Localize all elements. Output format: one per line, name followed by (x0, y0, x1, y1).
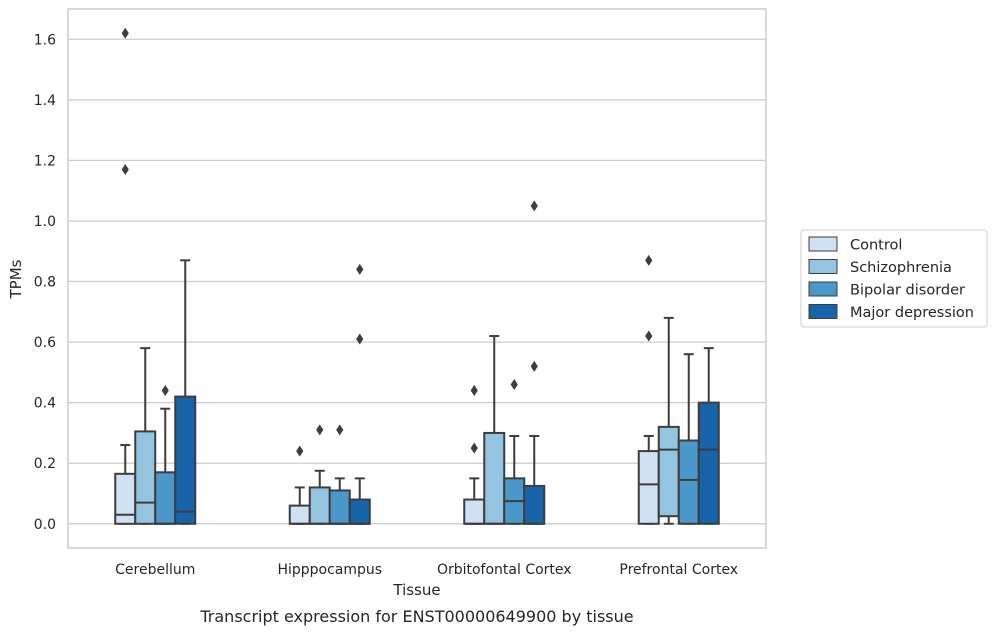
legend: Control Schizophrenia Bipolar disorder Majo… (800, 229, 988, 328)
x-tick-label: Cerebellum (115, 562, 195, 578)
series-control (114, 27, 660, 525)
box (328, 424, 351, 525)
y-tick-label: 1.0 (34, 214, 56, 230)
y-tick-label: 0.6 (34, 335, 56, 351)
outlier-point (645, 254, 653, 266)
legend-frame (800, 229, 988, 328)
box (288, 445, 311, 525)
box (523, 200, 546, 525)
box-body (134, 430, 157, 525)
box (697, 347, 720, 525)
legend-label: Schizophrenia (850, 260, 952, 276)
x-tick-label: Prefrontal Cortex (619, 562, 738, 578)
outlier-point (356, 333, 364, 345)
box-body (174, 395, 197, 525)
box-body (697, 401, 720, 525)
outlier-point (161, 385, 169, 397)
box (174, 259, 197, 525)
y-tick-label: 1.2 (34, 153, 56, 169)
x-axis-label: Tissue (392, 581, 440, 599)
box (308, 424, 331, 525)
box (463, 385, 486, 525)
outlier-point (316, 424, 324, 436)
y-axis-ticks: 0.0 0.2 0.4 0.6 0.8 1.0 1.2 1.4 1.6 (34, 32, 56, 532)
box (154, 385, 177, 525)
box-body (657, 425, 680, 518)
series-major-depression (174, 200, 720, 525)
box (657, 316, 680, 525)
outlier-point (296, 445, 304, 457)
x-axis-ticks: Cerebellum Hipppocampus Orbitofontal Corte… (115, 562, 738, 578)
box (348, 263, 371, 525)
outlier-point (336, 424, 344, 436)
outlier-point (510, 378, 518, 390)
outlier-point (645, 330, 653, 342)
box-body (114, 472, 137, 525)
box (134, 347, 157, 525)
y-tick-label: 0.2 (34, 456, 56, 472)
outlier-point (470, 385, 478, 397)
box-body (523, 484, 546, 525)
box-body (483, 431, 506, 525)
x-tick-label: Hipppocampus (277, 562, 382, 578)
box (114, 27, 137, 525)
box (483, 335, 506, 525)
legend-label: Major depression (850, 305, 974, 321)
outlier-point (470, 442, 478, 454)
box-body (154, 471, 177, 525)
box-body (308, 486, 331, 525)
outlier-point (356, 263, 364, 275)
outlier-point (530, 360, 538, 372)
legend-label: Bipolar disorder (850, 283, 965, 299)
series-schizophrenia (134, 316, 680, 525)
box (637, 254, 660, 525)
box-body (348, 498, 371, 525)
legend-swatch (808, 281, 838, 297)
x-tick-label: Orbitofontal Cortex (437, 562, 572, 578)
y-tick-label: 0.4 (34, 396, 56, 412)
legend-label: Control (850, 238, 902, 254)
legend-swatch (808, 236, 838, 252)
y-axis-label: TPMs (7, 259, 25, 299)
y-tick-label: 1.4 (34, 93, 56, 109)
y-tick-label: 0.8 (34, 275, 56, 291)
legend-swatch (808, 304, 838, 319)
series-bipolar-disorder (154, 353, 700, 525)
y-tick-label: 0.0 (34, 517, 56, 533)
box (503, 378, 526, 525)
box (677, 353, 700, 525)
y-tick-label: 1.6 (34, 32, 56, 48)
box-body (328, 489, 351, 525)
outlier-point (121, 163, 129, 175)
legend-swatch (808, 259, 838, 274)
plot-area-frame (67, 8, 767, 549)
figure-caption: Transcript expression for ENST0000064990… (199, 607, 633, 626)
outlier-point (121, 27, 129, 39)
box-body (637, 450, 660, 525)
outlier-point (530, 200, 538, 212)
box-body (463, 498, 486, 525)
box-body (288, 504, 311, 525)
box-series (114, 27, 720, 525)
box-body (677, 439, 700, 525)
